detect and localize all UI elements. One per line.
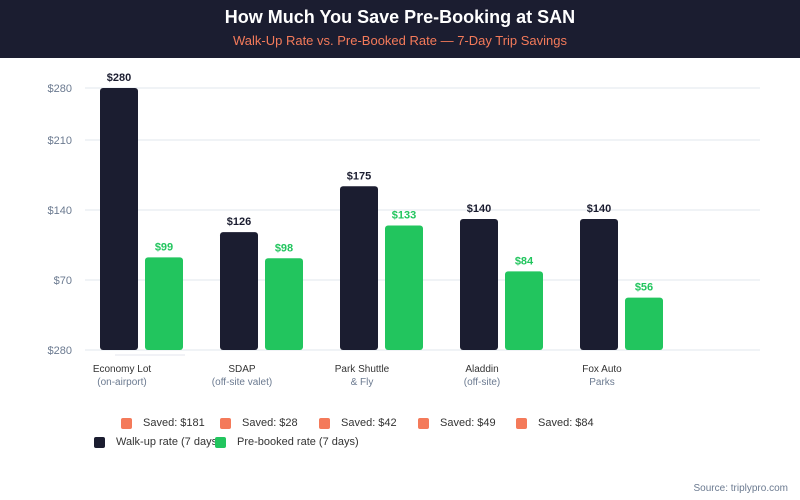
category-label: SDAP	[228, 364, 256, 375]
header-band	[0, 0, 800, 58]
prebooked-bar	[625, 297, 663, 350]
legend-savings: Saved: $181	[121, 417, 205, 429]
y-tick-label: $280	[48, 345, 72, 357]
chart-subtitle: Walk-Up Rate vs. Pre-Booked Rate — 7-Day…	[232, 33, 568, 48]
legend-savings: Saved: $84	[516, 417, 594, 429]
legend-swatch	[94, 436, 105, 448]
legend-swatch	[215, 436, 226, 448]
legend-label: Walk-up rate (7 days)	[116, 436, 221, 448]
legend-label: Saved: $28	[242, 417, 298, 429]
category-label: Aladdin	[465, 364, 498, 375]
category-sublabel: (off-site)	[464, 377, 501, 388]
prebooked-value-label: $56	[635, 282, 653, 294]
legend-swatch	[516, 417, 527, 429]
legend-prebooked: Pre-booked rate (7 days)	[215, 436, 359, 448]
category-label: Park Shuttle	[335, 364, 390, 375]
walkup-value-label: $126	[227, 216, 251, 228]
prebooked-bar	[265, 258, 303, 350]
y-tick-label: $280	[48, 83, 72, 95]
prebooked-value-label: $98	[275, 242, 293, 254]
prebooked-value-label: $133	[392, 210, 416, 222]
prebooked-bar	[385, 225, 423, 350]
bar-chart: $280 $70 $140 $210 $280 $280 $99 Economy Lot (on…	[48, 72, 760, 388]
legend-label: Pre-booked rate (7 days)	[237, 436, 359, 448]
category-sublabel: (off-site valet)	[212, 377, 272, 388]
category-sublabel: & Fly	[351, 377, 374, 388]
walkup-bar	[580, 219, 618, 350]
category-sublabel: Parks	[589, 377, 615, 388]
legend-label: Saved: $84	[538, 417, 594, 429]
prebooked-bar	[505, 271, 543, 350]
y-tick-label: $70	[54, 275, 72, 287]
category-sublabel: (on-airport)	[97, 377, 146, 388]
walkup-value-label: $175	[347, 170, 371, 182]
prebooked-bar	[145, 257, 183, 350]
legend-swatch	[319, 417, 330, 429]
legend-savings: Saved: $49	[418, 417, 496, 429]
legend-label: Saved: $42	[341, 417, 397, 429]
source-note: Source: triplypro.com	[693, 483, 788, 494]
legend-swatch	[418, 417, 429, 429]
walkup-bar	[340, 186, 378, 350]
legend-swatch	[121, 417, 132, 429]
prebooked-value-label: $84	[515, 255, 534, 267]
prebooked-value-label: $99	[155, 241, 173, 253]
legend-swatch	[220, 417, 231, 429]
walkup-bar	[220, 232, 258, 350]
walkup-value-label: $140	[587, 203, 611, 215]
legend-walkup: Walk-up rate (7 days)	[94, 436, 221, 448]
category-label: Fox Auto	[582, 364, 622, 375]
walkup-value-label: $140	[467, 203, 491, 215]
legend-savings: Saved: $42	[319, 417, 397, 429]
walkup-value-label: $280	[107, 72, 131, 84]
walkup-bar	[100, 88, 138, 350]
chart-title: How Much You Save Pre-Booking at SAN	[224, 7, 576, 27]
category-label: Economy Lot	[93, 364, 152, 375]
legend-label: Saved: $181	[143, 417, 205, 429]
walkup-bar	[460, 219, 498, 350]
y-tick-label: $140	[48, 205, 72, 217]
legend-label: Saved: $49	[440, 417, 496, 429]
y-tick-label: $210	[48, 135, 72, 147]
legend-savings: Saved: $28	[220, 417, 298, 429]
